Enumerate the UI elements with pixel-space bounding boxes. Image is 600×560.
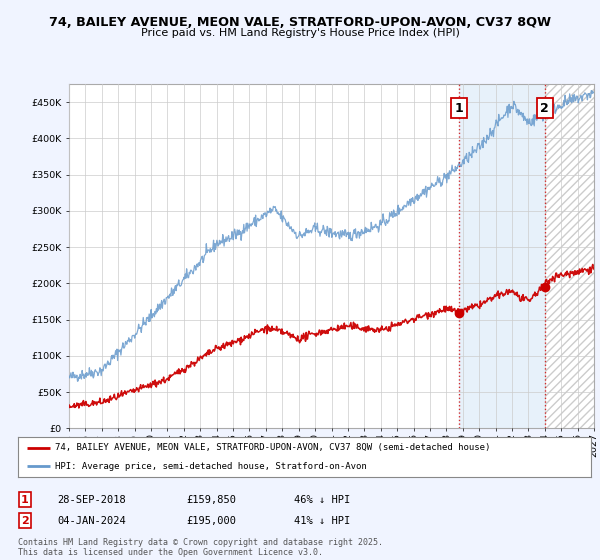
Text: HPI: Average price, semi-detached house, Stratford-on-Avon: HPI: Average price, semi-detached house,… — [55, 462, 367, 471]
Text: £195,000: £195,000 — [186, 516, 236, 526]
Text: 2: 2 — [541, 101, 549, 115]
Text: 28-SEP-2018: 28-SEP-2018 — [57, 494, 126, 505]
Bar — [545, 84, 594, 428]
Text: Contains HM Land Registry data © Crown copyright and database right 2025.
This d: Contains HM Land Registry data © Crown c… — [18, 538, 383, 557]
Text: 74, BAILEY AVENUE, MEON VALE, STRATFORD-UPON-AVON, CV37 8QW (semi-detached house: 74, BAILEY AVENUE, MEON VALE, STRATFORD-… — [55, 443, 491, 452]
Bar — [458, 84, 545, 428]
Text: 1: 1 — [454, 101, 463, 115]
Text: 41% ↓ HPI: 41% ↓ HPI — [294, 516, 350, 526]
Text: 04-JAN-2024: 04-JAN-2024 — [57, 516, 126, 526]
Text: 1: 1 — [21, 494, 29, 505]
Text: 46% ↓ HPI: 46% ↓ HPI — [294, 494, 350, 505]
Text: Price paid vs. HM Land Registry's House Price Index (HPI): Price paid vs. HM Land Registry's House … — [140, 28, 460, 38]
Text: £159,850: £159,850 — [186, 494, 236, 505]
Text: 74, BAILEY AVENUE, MEON VALE, STRATFORD-UPON-AVON, CV37 8QW: 74, BAILEY AVENUE, MEON VALE, STRATFORD-… — [49, 16, 551, 29]
Text: 2: 2 — [21, 516, 29, 526]
